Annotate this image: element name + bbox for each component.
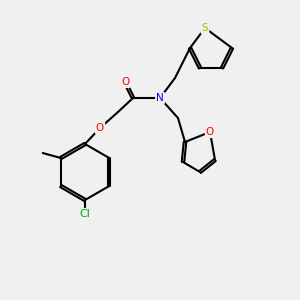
Text: O: O [121,77,129,87]
Text: O: O [206,127,214,137]
Text: N: N [156,93,164,103]
Text: O: O [96,123,104,133]
Text: S: S [202,23,208,33]
Text: Cl: Cl [80,209,90,219]
